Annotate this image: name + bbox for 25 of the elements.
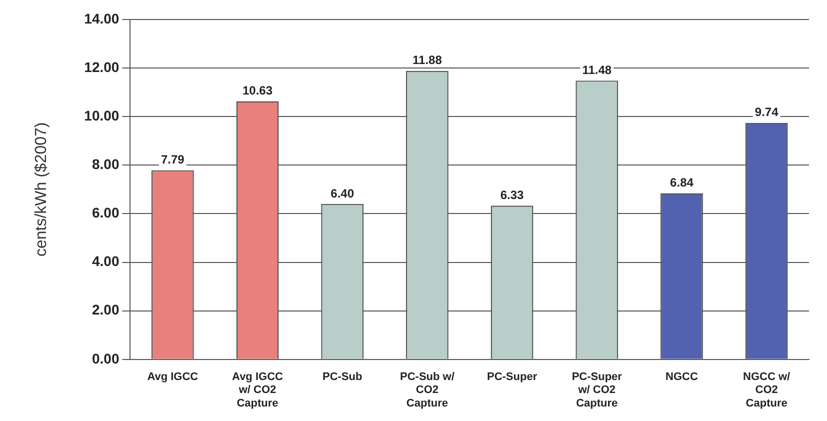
x-tick-label: PC-Sub (322, 371, 362, 384)
y-tick-label: 2.00 (92, 302, 120, 318)
y-tick-label: 10.00 (84, 107, 120, 124)
y-tick-label: 0.00 (92, 350, 120, 366)
data-label: 6.84 (670, 176, 694, 190)
y-tick-label: 12.00 (84, 58, 120, 75)
x-tick-label: Avg IGCC w/ CO2 Capture (232, 371, 284, 410)
y-tick-label: 6.00 (92, 204, 120, 221)
data-label: 11.48 (582, 62, 612, 77)
y-tick-label: 4.00 (92, 253, 120, 270)
x-tick-label: PC-Super w/ CO2 Capture (572, 371, 623, 410)
y-axis-title: cents/kWh ($2007) (33, 122, 50, 257)
x-tick-label: Avg IGCC (147, 371, 198, 384)
data-label: 6.40 (330, 186, 354, 200)
x-tick-label: NGCC (666, 371, 698, 384)
x-tick-label: PC-Sub w/ CO2 Capture (400, 371, 454, 410)
data-label: 10.63 (242, 84, 273, 98)
y-tick-label: 14.00 (84, 10, 120, 26)
data-label: 7.79 (160, 152, 185, 167)
y-tick-label: 8.00 (92, 156, 120, 172)
data-label: 11.88 (412, 53, 442, 68)
data-label: 9.74 (754, 105, 779, 120)
x-tick-label: NGCC w/ CO2 Capture (743, 371, 790, 410)
data-label: 6.33 (500, 188, 524, 202)
x-tick-label: PC-Super (486, 371, 538, 384)
